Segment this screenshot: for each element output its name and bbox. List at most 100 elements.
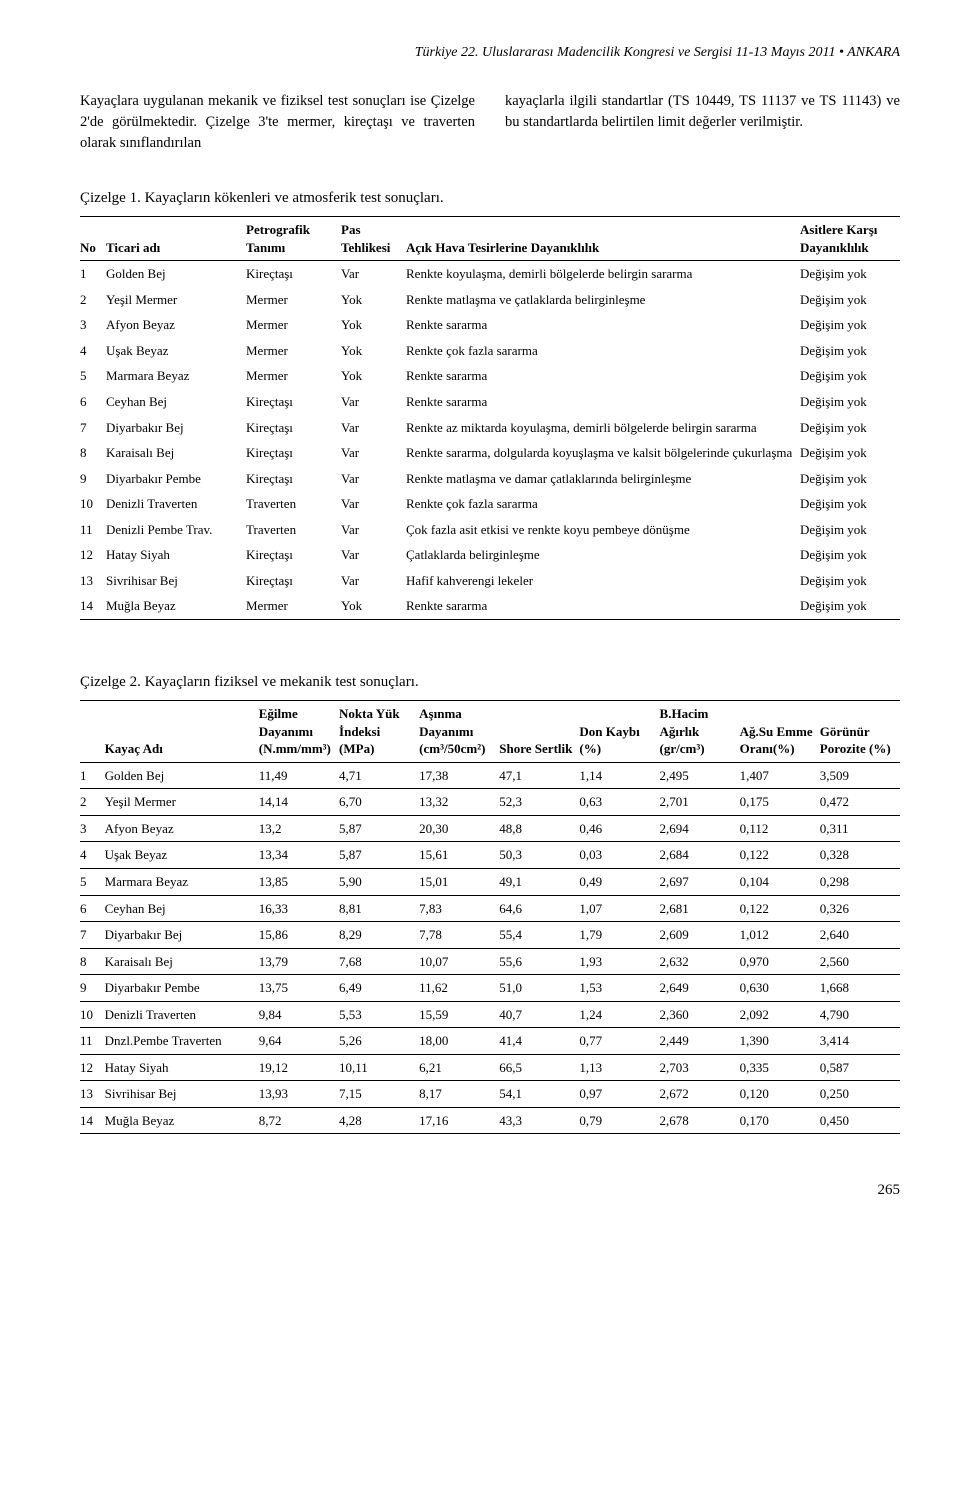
t1-cell-acik: Çatlaklarda belirginleşme: [406, 542, 800, 568]
t2-cell-nokta: 10,11: [339, 1054, 419, 1081]
t2-cell-shore: 54,1: [499, 1081, 579, 1108]
t1-cell-pas: Var: [341, 261, 406, 287]
t2-cell-asinma: 7,78: [419, 922, 499, 949]
t2-h-name: Kayaç Adı: [105, 701, 259, 763]
t1-cell-no: 6: [80, 389, 106, 415]
t2-cell-name: Diyarbakır Bej: [105, 922, 259, 949]
t1-h-pas: Pas Tehlikesi: [341, 217, 406, 261]
t2-cell-asinma: 10,07: [419, 948, 499, 975]
t2-cell-egilme: 16,33: [259, 895, 339, 922]
t1-cell-pas: Var: [341, 440, 406, 466]
t2-cell-nokta: 5,90: [339, 869, 419, 896]
t2-cell-bhacim: 2,609: [660, 922, 740, 949]
t1-cell-asit: Değişim yok: [800, 312, 900, 338]
t2-cell-porozite: 0,250: [820, 1081, 900, 1108]
t2-cell-name: Hatay Siyah: [105, 1054, 259, 1081]
t1-cell-name: Golden Bej: [106, 261, 246, 287]
t1-cell-petro: Kireçtaşı: [246, 542, 341, 568]
t2-cell-bhacim: 2,495: [660, 762, 740, 789]
t2-cell-nokta: 6,49: [339, 975, 419, 1002]
t2-cell-bhacim: 2,684: [660, 842, 740, 869]
t2-cell-bhacim: 2,697: [660, 869, 740, 896]
t1-cell-name: Afyon Beyaz: [106, 312, 246, 338]
t2-cell-name: Karaisalı Bej: [105, 948, 259, 975]
t2-cell-asinma: 7,83: [419, 895, 499, 922]
t1-cell-pas: Var: [341, 568, 406, 594]
table-row: 2Yeşil MermerMermerYokRenkte matlaşma ve…: [80, 287, 900, 313]
t2-cell-agsu: 0,122: [740, 842, 820, 869]
t2-cell-porozite: 1,668: [820, 975, 900, 1002]
t2-cell-don: 0,49: [579, 869, 659, 896]
t2-cell-no: 6: [80, 895, 105, 922]
t2-cell-no: 14: [80, 1107, 105, 1134]
t2-cell-agsu: 2,092: [740, 1001, 820, 1028]
table-row: 4Uşak Beyaz13,345,8715,6150,30,032,6840,…: [80, 842, 900, 869]
t2-cell-egilme: 15,86: [259, 922, 339, 949]
t2-cell-shore: 51,0: [499, 975, 579, 1002]
t2-cell-no: 2: [80, 789, 105, 816]
table-row: 7Diyarbakır Bej15,868,297,7855,41,792,60…: [80, 922, 900, 949]
t2-cell-porozite: 0,298: [820, 869, 900, 896]
t2-cell-shore: 40,7: [499, 1001, 579, 1028]
t2-cell-agsu: 0,104: [740, 869, 820, 896]
t1-cell-petro: Traverten: [246, 517, 341, 543]
t2-cell-name: Denizli Traverten: [105, 1001, 259, 1028]
t2-cell-agsu: 0,335: [740, 1054, 820, 1081]
t1-h-asit: Asitlere Karşı Dayanıklılık: [800, 217, 900, 261]
t2-cell-shore: 49,1: [499, 869, 579, 896]
t1-cell-no: 10: [80, 491, 106, 517]
t1-cell-name: Diyarbakır Pembe: [106, 466, 246, 492]
t1-cell-name: Karaisalı Bej: [106, 440, 246, 466]
t2-cell-shore: 47,1: [499, 762, 579, 789]
page-number: 265: [80, 1180, 900, 1200]
t1-cell-petro: Kireçtaşı: [246, 415, 341, 441]
t2-cell-name: Yeşil Mermer: [105, 789, 259, 816]
t2-cell-nokta: 6,70: [339, 789, 419, 816]
t2-cell-don: 1,53: [579, 975, 659, 1002]
t2-cell-porozite: 0,326: [820, 895, 900, 922]
t2-cell-don: 1,24: [579, 1001, 659, 1028]
t2-cell-bhacim: 2,703: [660, 1054, 740, 1081]
t1-cell-pas: Var: [341, 415, 406, 441]
t2-cell-shore: 48,8: [499, 815, 579, 842]
t1-cell-pas: Yok: [341, 338, 406, 364]
t1-cell-asit: Değişim yok: [800, 415, 900, 441]
t2-cell-don: 1,79: [579, 922, 659, 949]
t2-cell-shore: 41,4: [499, 1028, 579, 1055]
t1-cell-acik: Çok fazla asit etkisi ve renkte koyu pem…: [406, 517, 800, 543]
t2-cell-nokta: 7,15: [339, 1081, 419, 1108]
t2-cell-no: 3: [80, 815, 105, 842]
t1-cell-acik: Renkte koyulaşma, demirli bölgelerde bel…: [406, 261, 800, 287]
t1-h-no: No: [80, 217, 106, 261]
t2-cell-agsu: 0,122: [740, 895, 820, 922]
t2-cell-asinma: 17,16: [419, 1107, 499, 1134]
t1-cell-pas: Var: [341, 542, 406, 568]
table-row: 7Diyarbakır BejKireçtaşıVarRenkte az mik…: [80, 415, 900, 441]
t2-cell-egilme: 11,49: [259, 762, 339, 789]
t2-cell-don: 1,93: [579, 948, 659, 975]
table-row: 10Denizli TravertenTravertenVarRenkte ço…: [80, 491, 900, 517]
t1-cell-no: 8: [80, 440, 106, 466]
t1-cell-acik: Renkte sararma: [406, 593, 800, 619]
t2-cell-bhacim: 2,681: [660, 895, 740, 922]
t1-cell-acik: Renkte matlaşma ve çatlaklarda belirginl…: [406, 287, 800, 313]
t1-cell-pas: Var: [341, 389, 406, 415]
t2-cell-asinma: 17,38: [419, 762, 499, 789]
t1-cell-no: 9: [80, 466, 106, 492]
table-row: 3Afyon BeyazMermerYokRenkte sararmaDeğiş…: [80, 312, 900, 338]
t2-cell-porozite: 0,587: [820, 1054, 900, 1081]
t2-cell-no: 7: [80, 922, 105, 949]
t1-cell-acik: Hafif kahverengi lekeler: [406, 568, 800, 594]
t2-cell-asinma: 18,00: [419, 1028, 499, 1055]
t1-cell-pas: Yok: [341, 363, 406, 389]
t2-cell-no: 4: [80, 842, 105, 869]
t2-cell-nokta: 8,81: [339, 895, 419, 922]
t2-cell-egilme: 13,75: [259, 975, 339, 1002]
t2-cell-asinma: 20,30: [419, 815, 499, 842]
t1-cell-pas: Yok: [341, 312, 406, 338]
t2-cell-bhacim: 2,360: [660, 1001, 740, 1028]
table-row: 11Dnzl.Pembe Traverten9,645,2618,0041,40…: [80, 1028, 900, 1055]
table-row: 1Golden BejKireçtaşıVarRenkte koyulaşma,…: [80, 261, 900, 287]
t1-cell-asit: Değişim yok: [800, 287, 900, 313]
t1-cell-pas: Var: [341, 466, 406, 492]
